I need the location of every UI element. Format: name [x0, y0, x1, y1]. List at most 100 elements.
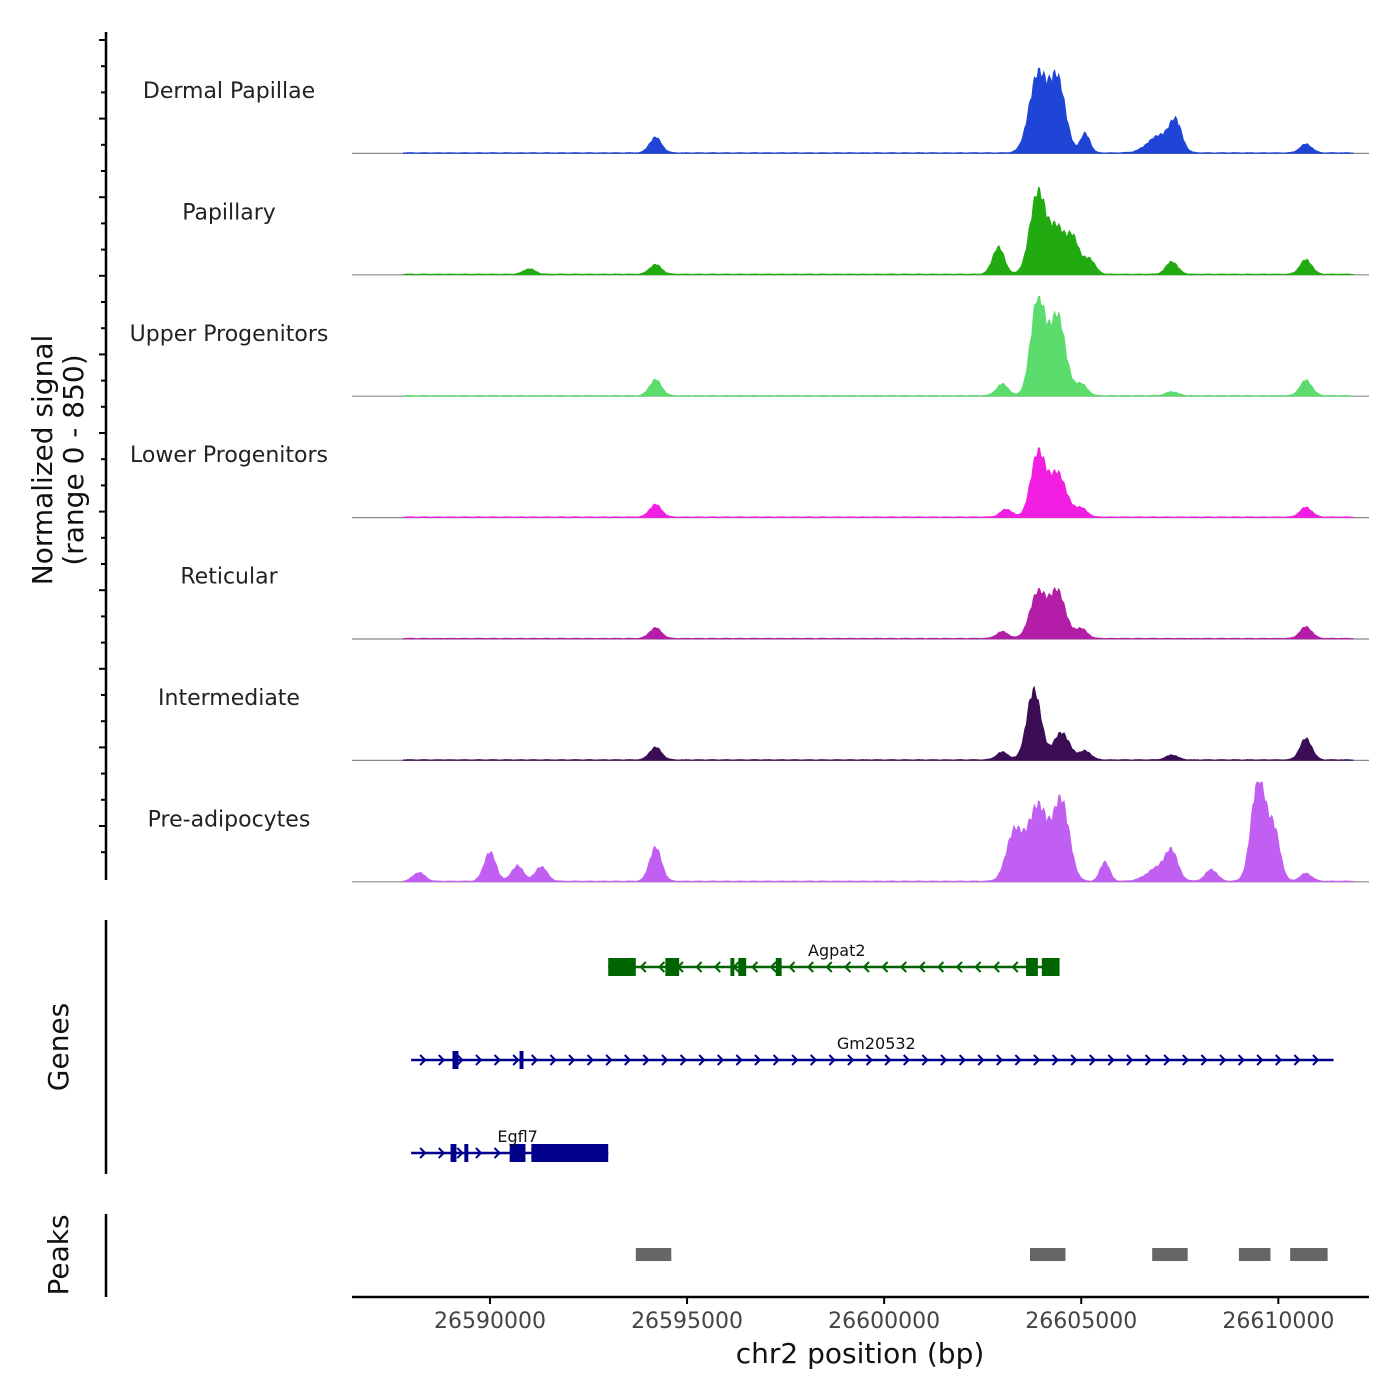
strand-arrow: [937, 961, 945, 973]
strand-arrow: [493, 1147, 501, 1159]
strand-arrow: [438, 1147, 446, 1159]
strand-arrow: [847, 1054, 855, 1066]
strand-arrow: [884, 1054, 892, 1066]
strand-arrow: [1182, 1054, 1190, 1066]
gene-label: Egfl7: [497, 1127, 538, 1146]
strand-arrow: [605, 1054, 613, 1066]
strand-arrow: [992, 961, 1000, 973]
strand-arrow: [974, 961, 982, 973]
exon: [1041, 958, 1060, 976]
exon: [738, 958, 747, 976]
strand-arrow: [475, 1054, 483, 1066]
strand-arrow: [735, 1054, 743, 1066]
peak-region: [1290, 1248, 1328, 1261]
x-tick-label: 26610000: [1222, 1309, 1334, 1334]
track-label: Dermal Papillae: [143, 79, 315, 104]
strand-arrow: [679, 1054, 687, 1066]
exon: [509, 1144, 526, 1162]
peak-region: [1152, 1248, 1188, 1261]
strand-arrow: [865, 1054, 873, 1066]
strand-arrow: [1163, 1054, 1171, 1066]
strand-arrow: [751, 961, 759, 973]
genes-axis-title: Genes: [42, 1003, 75, 1091]
strand-arrow: [1144, 1054, 1152, 1066]
signal-y-axis-title-line2: (range 0 - 850): [57, 354, 90, 565]
x-axis-title: chr2 position (bp): [736, 1337, 985, 1370]
strand-arrow: [791, 1054, 799, 1066]
strand-arrow: [512, 1054, 520, 1066]
strand-arrow: [717, 1054, 725, 1066]
signal-area: [402, 447, 1354, 518]
strand-arrow: [1126, 1054, 1134, 1066]
signal-area: [402, 186, 1354, 276]
x-tick-label: 26605000: [1025, 1309, 1137, 1334]
strand-arrow: [1237, 1054, 1245, 1066]
strand-arrow: [996, 1054, 1004, 1066]
strand-arrow: [1033, 1054, 1041, 1066]
strand-arrow: [1200, 1054, 1208, 1066]
track-5: Intermediate: [158, 685, 1369, 762]
gene-gm20532: Gm20532: [411, 1034, 1334, 1069]
track-label: Papillary: [182, 200, 276, 225]
track-2: Upper Progenitors: [130, 296, 1369, 397]
gene-egfl7: Egfl7: [411, 1127, 609, 1162]
strand-arrow: [977, 1054, 985, 1066]
track-label: Upper Progenitors: [130, 322, 329, 347]
track-label: Pre-adipocytes: [148, 807, 311, 832]
strand-arrow: [456, 1054, 464, 1066]
strand-arrow: [772, 1054, 780, 1066]
strand-arrow: [456, 1147, 464, 1159]
track-label: Lower Progenitors: [130, 443, 328, 468]
peak-region: [1030, 1248, 1066, 1261]
exon: [1026, 958, 1038, 976]
strand-arrow: [881, 961, 889, 973]
peak-region: [1238, 1248, 1271, 1261]
strand-arrow: [586, 1054, 594, 1066]
strand-arrow: [754, 1054, 762, 1066]
x-axis: 26590000 26595000 26600000 26605000 26610000…: [352, 1295, 1369, 1370]
strand-arrow: [958, 1054, 966, 1066]
x-tick-label: 26600000: [828, 1309, 940, 1334]
strand-arrow: [695, 961, 703, 973]
x-tick-label: 26595000: [631, 1309, 743, 1334]
exon: [665, 958, 680, 976]
exon: [450, 1144, 457, 1162]
signal-tracks: Dermal Papillae Papillary Upper Progenitor…: [130, 67, 1369, 883]
genes-panel: Genes Agpat2 Gm20532 Egfl7: [42, 920, 1334, 1174]
strand-arrow: [899, 961, 907, 973]
strand-arrow: [475, 1147, 483, 1159]
strand-arrow: [438, 1054, 446, 1066]
strand-arrow: [642, 1054, 650, 1066]
strand-arrow: [1275, 1054, 1283, 1066]
track-label: Intermediate: [158, 686, 300, 711]
strand-arrow: [639, 961, 647, 973]
track-0: Dermal Papillae: [143, 67, 1369, 154]
peak-region: [635, 1248, 672, 1261]
strand-arrow: [955, 961, 963, 973]
signal-area: [402, 67, 1354, 154]
exon: [464, 1144, 469, 1162]
strand-arrow: [1051, 1054, 1059, 1066]
signal-y-axis: [99, 32, 108, 880]
strand-arrow: [419, 1147, 427, 1159]
strand-arrow: [568, 1054, 576, 1066]
strand-arrow: [1011, 961, 1019, 973]
strand-arrow: [940, 1054, 948, 1066]
signal-area: [402, 296, 1354, 397]
signal-y-axis-title-line1: Normalized signal: [26, 335, 59, 586]
strand-arrow: [810, 1054, 818, 1066]
strand-arrow: [862, 961, 870, 973]
strand-arrow: [1256, 1054, 1264, 1066]
strand-arrow: [531, 1054, 539, 1066]
peaks-panel: Peaks: [42, 1214, 1328, 1297]
track-1: Papillary: [182, 186, 1369, 276]
strand-arrow: [713, 961, 721, 973]
gene-agpat2: Agpat2: [608, 941, 1060, 976]
exon: [775, 958, 782, 976]
track-label: Reticular: [180, 565, 278, 590]
strand-arrow: [825, 961, 833, 973]
strand-arrow: [661, 1054, 669, 1066]
strand-arrow: [419, 1054, 427, 1066]
signal-area: [402, 685, 1354, 761]
